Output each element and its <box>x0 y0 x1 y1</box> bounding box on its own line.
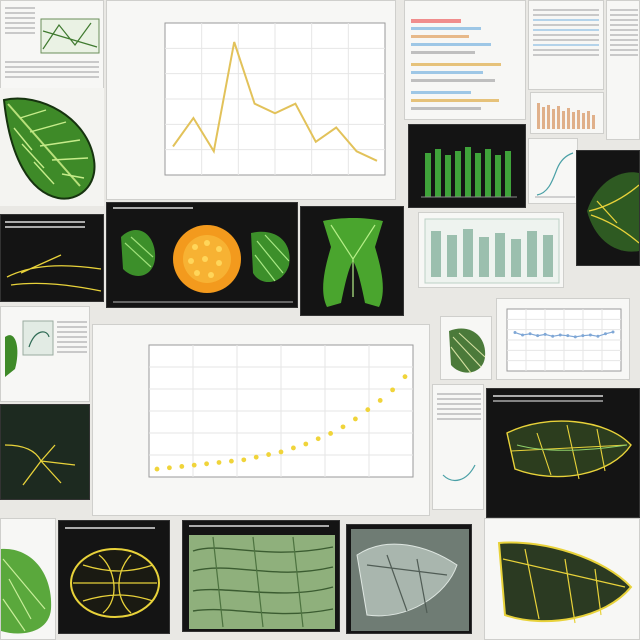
data-point <box>596 334 600 338</box>
data-point <box>303 441 309 447</box>
data-point <box>365 407 371 413</box>
leaf-surface-texture-panel <box>182 520 340 632</box>
leaf-texture-card <box>440 316 492 380</box>
scatter-chart-tile <box>92 324 430 516</box>
data-point <box>588 333 592 337</box>
data-sheet-tile-3 <box>606 0 640 140</box>
data-point <box>377 398 383 403</box>
data-point <box>581 334 585 338</box>
leaf-vein-diagram-bottom-right <box>484 518 640 640</box>
data-point <box>204 461 209 467</box>
data-point <box>253 454 259 460</box>
side-notes-tile <box>432 384 484 510</box>
data-point <box>241 457 247 463</box>
data-point <box>513 331 517 335</box>
vein-caption-panel-left <box>0 214 104 302</box>
data-point <box>328 431 333 436</box>
data-point <box>266 452 271 457</box>
blue-line-chart-tile <box>496 298 630 380</box>
data-point <box>179 464 185 469</box>
data-sheet-tile-2 <box>528 0 604 90</box>
vein-panel-left <box>0 404 90 500</box>
data-point <box>551 334 555 338</box>
data-point <box>390 387 395 393</box>
data-point <box>191 462 197 468</box>
data-point <box>229 458 234 464</box>
leaf-illustration-tile <box>0 88 104 206</box>
green-bars-panel <box>408 124 526 208</box>
data-point <box>543 332 547 336</box>
series-line <box>172 41 378 162</box>
vein-specimen-panel <box>300 206 404 316</box>
data-sheet-tile-1 <box>404 0 526 120</box>
leaf-photo-bottom-left <box>0 518 56 640</box>
line-chart-tile <box>106 0 396 200</box>
data-point <box>291 445 296 451</box>
blue-line-chart <box>506 308 622 372</box>
data-point <box>573 335 577 339</box>
data-point <box>216 460 222 465</box>
bar-strip-tile <box>530 92 604 134</box>
data-point <box>402 374 408 380</box>
data-point <box>603 332 607 336</box>
data-point <box>167 465 172 471</box>
data-point <box>340 424 346 430</box>
data-point <box>528 332 532 336</box>
yellow-vein-leaf-panel <box>58 520 170 634</box>
document-tile-top-left <box>0 0 104 90</box>
line-chart <box>164 22 386 176</box>
data-point <box>536 334 540 338</box>
data-point <box>611 330 615 334</box>
data-point <box>278 449 284 455</box>
curve-chart-tile <box>528 138 578 204</box>
data-point <box>353 416 358 422</box>
data-point <box>558 333 562 337</box>
data-point <box>315 436 321 442</box>
noisy-chart-tile <box>418 212 564 288</box>
data-point <box>154 466 160 472</box>
scatter-chart <box>148 344 414 478</box>
leaf-page-tile-left <box>0 306 90 402</box>
data-point <box>566 334 570 338</box>
specimen-panel <box>106 202 298 308</box>
data-point <box>521 333 525 337</box>
network-diagram-thumbnail <box>40 18 100 54</box>
leaf-vein-panel-right <box>576 150 640 266</box>
leaf-sketch-panel <box>346 524 472 634</box>
leaf-vein-panel-large <box>486 388 640 518</box>
